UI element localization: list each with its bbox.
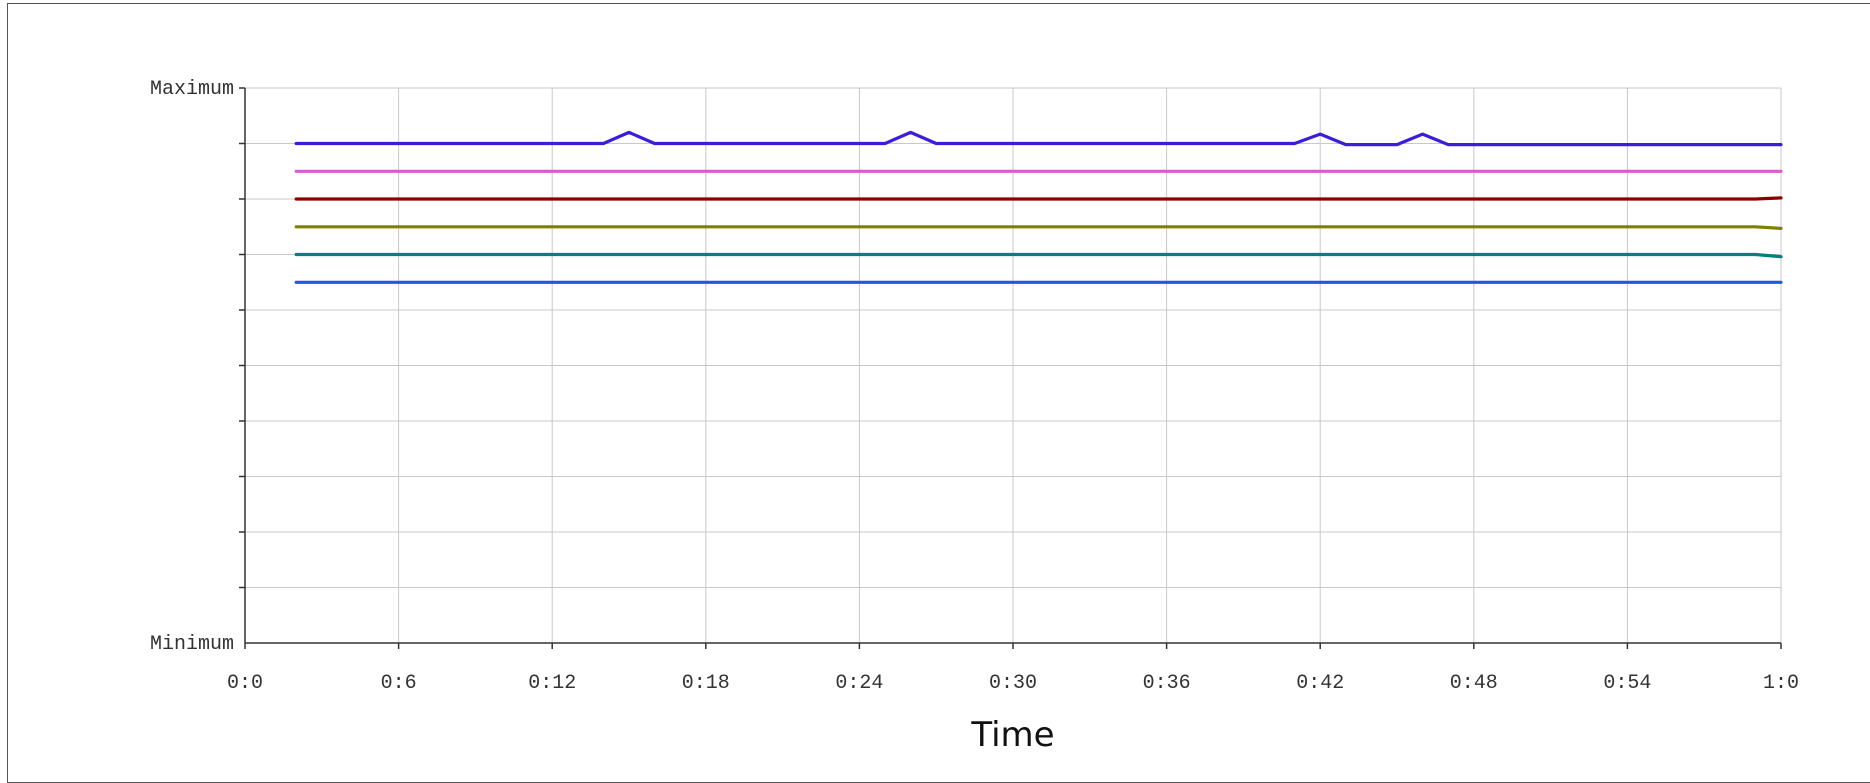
x-tick-label: 0:48 [1450, 672, 1498, 695]
tick-labels: Maximum Minimum 0:0 0:6 0:12 0:18 0:24 0:30 0:… [150, 78, 1799, 695]
y-tick-label-min: Minimum [150, 633, 234, 656]
series-line-4 [294, 225, 1783, 230]
x-tick-label: 1:0 [1763, 672, 1799, 695]
series-line-3 [294, 196, 1783, 201]
x-tick-label: 0:18 [682, 672, 730, 695]
x-tick-label: 0:24 [835, 672, 883, 695]
y-tick-label-max: Maximum [150, 78, 234, 101]
series-line-1 [294, 130, 1783, 147]
chart-frame [7, 3, 1870, 783]
series-line-5 [294, 252, 1783, 259]
x-tick-label: 0:42 [1296, 672, 1344, 695]
x-tick-label: 0:36 [1143, 672, 1191, 695]
axes [239, 87, 1782, 649]
x-tick-label: 0:54 [1603, 672, 1651, 695]
x-tick-label: 0:6 [381, 672, 417, 695]
x-tick-label: 0:12 [528, 672, 576, 695]
series-lines [294, 130, 1783, 284]
x-tick-label: 0:30 [989, 672, 1037, 695]
x-axis-title: Time [970, 715, 1054, 755]
x-tick-label: 0:0 [227, 672, 263, 695]
